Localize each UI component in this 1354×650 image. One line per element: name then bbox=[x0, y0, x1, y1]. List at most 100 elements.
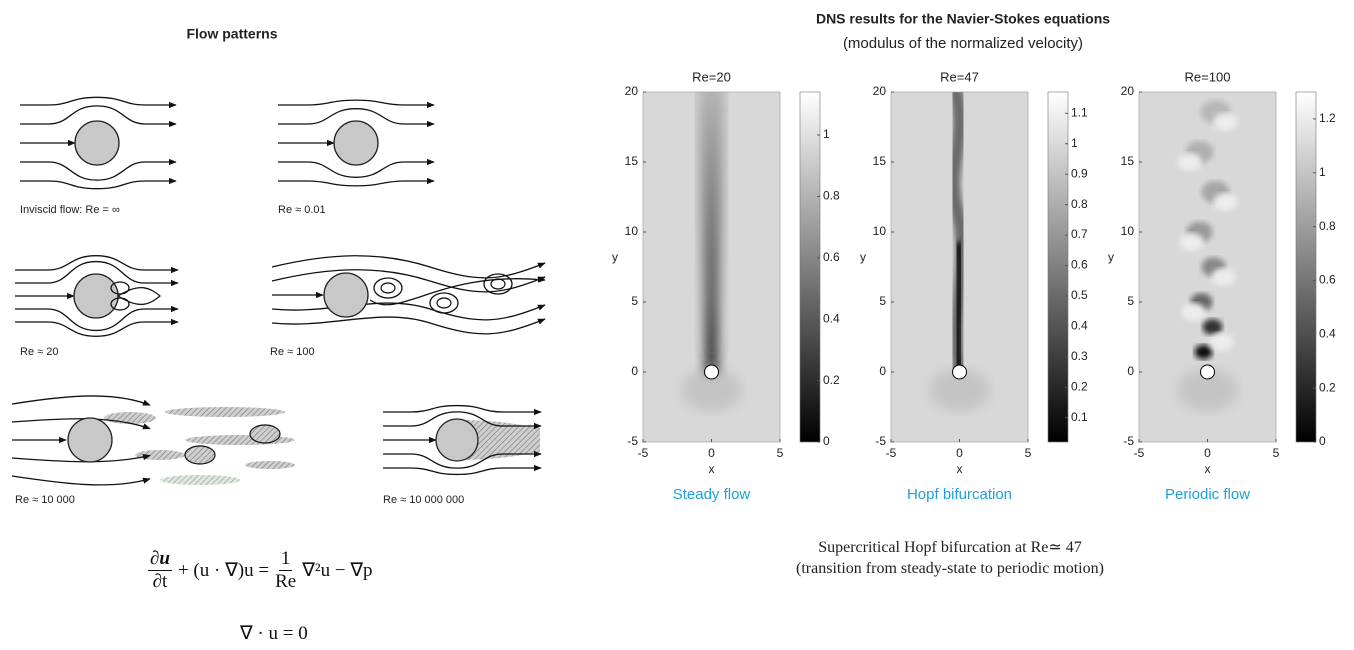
wake bbox=[697, 92, 726, 372]
y-tick-label: 10 bbox=[625, 224, 639, 238]
eq-part: ∇ · u = 0 bbox=[240, 623, 308, 644]
colorbar-tick-label: 0.6 bbox=[823, 250, 840, 264]
eq-part: 1 bbox=[278, 548, 293, 571]
streamline bbox=[11, 475, 151, 486]
colorbar-tick-label: 0.8 bbox=[1071, 197, 1088, 211]
eq-part: Re bbox=[275, 571, 297, 592]
momentum-equation: ∂u ∂t + (u · ∇)u = 1 Re ∇²u − ∇p bbox=[148, 548, 373, 593]
y-tick-label: 15 bbox=[873, 154, 887, 168]
panel-label: Inviscid flow: Re = ∞ bbox=[20, 204, 120, 216]
streamline bbox=[20, 177, 177, 190]
x-tick-label: 5 bbox=[1025, 446, 1032, 460]
streamline bbox=[271, 255, 546, 279]
plot-caption: Steady flow bbox=[673, 486, 751, 503]
vortex bbox=[1213, 113, 1238, 131]
eq-part: ∂u bbox=[148, 548, 172, 571]
colorbar-tick-label: 0.8 bbox=[823, 189, 840, 203]
panel-label: Re ≈ 0.01 bbox=[278, 204, 326, 216]
y-tick-label: -5 bbox=[875, 434, 886, 448]
y-tick-label: 5 bbox=[879, 294, 886, 308]
x-tick-label: 5 bbox=[1273, 446, 1280, 460]
streamline bbox=[383, 411, 542, 430]
eq-part: ∂t bbox=[152, 571, 168, 592]
y-axis-label: y bbox=[860, 250, 866, 264]
cylinder bbox=[704, 364, 719, 380]
eddy bbox=[117, 287, 161, 305]
x-tick-label: 0 bbox=[1204, 446, 1211, 460]
colorbar-tick-label: 0.3 bbox=[1071, 349, 1088, 363]
streamline bbox=[15, 260, 179, 287]
cylinder bbox=[435, 418, 479, 462]
vortex bbox=[1177, 153, 1202, 171]
streamline bbox=[20, 158, 177, 181]
colorbar-tick-label: 0.5 bbox=[1071, 288, 1088, 302]
y-tick-label: 15 bbox=[1121, 154, 1135, 168]
streamline bbox=[383, 450, 542, 469]
y-tick-label: 20 bbox=[1121, 84, 1135, 98]
x-tick-label: 0 bbox=[708, 446, 715, 460]
stagnation-zone bbox=[1177, 368, 1238, 412]
y-tick-label: 20 bbox=[873, 84, 887, 98]
note: Supercritical Hopf bifurcation at Re≃ 47 bbox=[818, 539, 1082, 556]
cylinder bbox=[952, 364, 967, 380]
streamline bbox=[15, 255, 179, 274]
colorbar-tick-label: 1 bbox=[1071, 136, 1078, 150]
x-tick-label: -5 bbox=[638, 446, 649, 460]
eddy bbox=[429, 292, 459, 314]
y-tick-label: -5 bbox=[1123, 434, 1134, 448]
velocity-field bbox=[891, 92, 1028, 442]
colorbar-tick-label: 1 bbox=[823, 127, 830, 141]
vortex bbox=[1213, 193, 1238, 211]
streamline bbox=[15, 318, 179, 337]
turbulent-wake bbox=[165, 407, 285, 417]
stagnation-zone bbox=[929, 368, 990, 412]
colorbar-tick-label: 0.2 bbox=[1319, 380, 1336, 394]
colorbar-tick-label: 1.1 bbox=[1071, 105, 1088, 119]
y-tick-label: -5 bbox=[627, 434, 638, 448]
cylinder bbox=[74, 120, 120, 166]
cylinder bbox=[1200, 364, 1215, 380]
streamline bbox=[278, 99, 435, 109]
panel-label: Re ≈ 10 000 000 bbox=[383, 494, 464, 506]
eq-part: + (u · ∇)u = bbox=[177, 560, 270, 581]
y-tick-label: 0 bbox=[879, 364, 886, 378]
eddy bbox=[483, 273, 513, 295]
vortex bbox=[1211, 268, 1236, 286]
turbulent-wake bbox=[160, 475, 240, 485]
colorbar-tick-label: 0 bbox=[1319, 434, 1326, 448]
streamline bbox=[15, 305, 179, 332]
velocity-field bbox=[1139, 92, 1276, 442]
streamline bbox=[11, 395, 151, 406]
colorbar-tick-label: 0.8 bbox=[1319, 219, 1336, 233]
vortex bbox=[1202, 319, 1223, 335]
colorbar-tick-label: 0.4 bbox=[1071, 319, 1088, 333]
streamline bbox=[383, 464, 542, 476]
eddy bbox=[110, 281, 130, 295]
x-axis-label: x bbox=[957, 462, 963, 476]
right-title: DNS results for the Navier-Stokes equati… bbox=[816, 11, 1110, 27]
colorbar bbox=[1295, 91, 1317, 443]
eddy bbox=[249, 424, 281, 444]
vortex bbox=[1194, 344, 1213, 360]
colorbar-tick-label: 1.2 bbox=[1319, 111, 1336, 125]
panel-label: Re ≈ 100 bbox=[270, 346, 315, 358]
y-tick-label: 10 bbox=[873, 224, 887, 238]
colorbar-tick-label: 1 bbox=[1319, 165, 1326, 179]
eddy bbox=[490, 278, 506, 290]
cylinder bbox=[333, 120, 379, 166]
y-tick-label: 20 bbox=[625, 84, 639, 98]
colorbar-tick-label: 0.6 bbox=[1071, 258, 1088, 272]
colorbar-tick-label: 0.1 bbox=[1071, 410, 1088, 424]
velocity-field bbox=[643, 92, 780, 442]
x-axis-label: x bbox=[1205, 462, 1211, 476]
eddy bbox=[110, 297, 130, 311]
streamline bbox=[383, 404, 542, 416]
colorbar-tick-label: 0.7 bbox=[1071, 227, 1088, 241]
note: (transition from steady-state to periodi… bbox=[796, 560, 1104, 577]
x-tick-label: 0 bbox=[956, 446, 963, 460]
eddy bbox=[380, 282, 396, 294]
left-title: Flow patterns bbox=[186, 26, 277, 42]
cylinder bbox=[73, 273, 119, 319]
